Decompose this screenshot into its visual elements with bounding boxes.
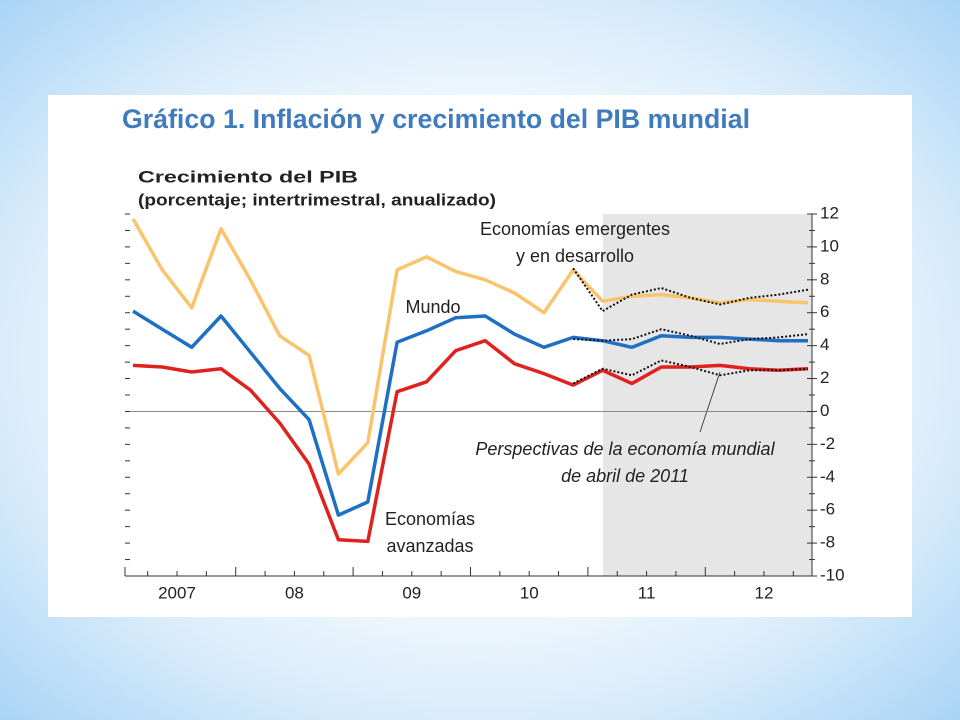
annotation-pointer [699, 371, 721, 433]
forecast-shade [603, 214, 812, 576]
y-tick-label: -10 [820, 565, 845, 584]
annotation: Perspectivas de la economía mundial [475, 439, 775, 459]
x-tick-label: 12 [755, 583, 774, 602]
x-tick-label: 10 [520, 583, 539, 602]
y-axis-label: (porcentaje; intertrimestral, anualizado… [138, 190, 496, 209]
forecast-line [572, 359, 809, 385]
y-tick-label: 0 [820, 401, 829, 420]
y-axis-label: Crecimiento del PIB [138, 167, 358, 186]
annotation: Economías emergentes [480, 219, 670, 239]
y-tick-label: 4 [820, 335, 829, 354]
y-tick-label: -4 [820, 467, 835, 486]
y-tick-label: -8 [820, 533, 835, 552]
y-tick-label: 10 [820, 236, 839, 255]
y-tick-label: -6 [820, 500, 835, 519]
chart-title: Gráfico 1. Inflación y crecimiento del P… [122, 104, 750, 134]
y-tick-label: 2 [820, 368, 829, 387]
annotation: y en desarrollo [516, 246, 634, 266]
y-tick-label: -2 [820, 434, 835, 453]
annotation: de abril de 2011 [561, 466, 689, 486]
annotation: avanzadas [386, 536, 473, 556]
series-line [132, 338, 809, 544]
annotation: Economías [385, 509, 475, 529]
x-tick-label: 08 [285, 583, 304, 602]
y-tick-label: 12 [820, 203, 839, 222]
y-tick-label: 6 [820, 302, 829, 321]
series-line [131, 218, 809, 476]
x-tick-label: 2007 [158, 583, 196, 602]
annotation: Mundo [405, 297, 460, 317]
y-tick-label: 8 [820, 269, 829, 288]
x-tick-label: 09 [402, 583, 421, 602]
x-tick-label: 11 [638, 583, 656, 602]
